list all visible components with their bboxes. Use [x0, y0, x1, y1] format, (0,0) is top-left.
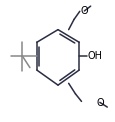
Text: OH: OH [87, 51, 102, 61]
Text: O: O [96, 98, 104, 108]
Text: O: O [80, 6, 87, 16]
